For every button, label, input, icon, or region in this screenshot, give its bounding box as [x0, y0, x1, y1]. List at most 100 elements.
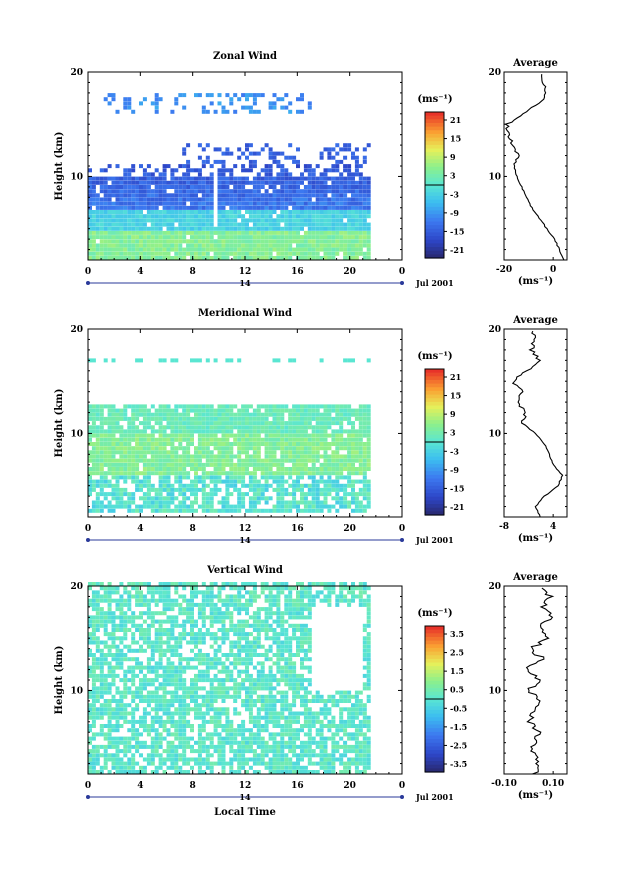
panel-2-cell	[343, 446, 347, 450]
panel-3-cell	[116, 741, 120, 745]
panel-3-cell	[123, 632, 127, 636]
panel-3-cell	[214, 611, 218, 615]
panel-2-cell	[170, 409, 174, 413]
panel-1-cell	[359, 248, 363, 252]
panel-3-cell	[163, 678, 167, 682]
panel-1-cell	[296, 160, 300, 164]
panel-1-cell	[198, 235, 202, 239]
panel-3-cell	[178, 728, 182, 732]
panel-3-cell	[214, 653, 218, 657]
panel-2-cell	[182, 475, 186, 479]
panel-2-cell	[139, 450, 143, 454]
panel-1-cell	[343, 239, 347, 243]
panel-1-cell	[155, 168, 159, 172]
panel-2-cell	[284, 429, 288, 433]
panel-3-cell	[198, 762, 202, 766]
panel-3-cell	[229, 720, 233, 724]
panel-1-cell	[210, 239, 214, 243]
panel-2-cell	[367, 446, 371, 450]
panel-1-cell	[253, 231, 257, 235]
panel-2-cell	[139, 484, 143, 488]
panel-1-cell	[202, 202, 206, 206]
panel-2-cell	[225, 492, 229, 496]
panel-1-cell	[108, 218, 112, 222]
panel-3-cell	[170, 682, 174, 686]
panel-3-cell	[237, 649, 241, 653]
panel-3-cell	[96, 590, 100, 594]
panel-3-cell	[147, 712, 151, 716]
panel-2-colorbar-step	[425, 508, 444, 512]
panel-2-cell	[237, 463, 241, 467]
panel-3-cell	[159, 611, 163, 615]
panel-3-cell	[167, 641, 171, 645]
panel-2-cell	[96, 492, 100, 496]
panel-3-cell	[170, 582, 174, 586]
panel-3-cell	[119, 666, 123, 670]
panel-1-colorbar-step	[425, 189, 444, 193]
panel-2-cell	[147, 409, 151, 413]
panel-3-cell	[104, 691, 108, 695]
panel-2-cell	[273, 480, 277, 484]
panel-1-cell	[276, 202, 280, 206]
panel-1-cell	[182, 223, 186, 227]
panel-3-cell	[135, 695, 139, 699]
panel-1-cell	[312, 231, 316, 235]
panel-3-cell	[178, 732, 182, 736]
panel-3-cell	[112, 766, 116, 770]
panel-3-cell	[151, 599, 155, 603]
panel-2-cell	[300, 492, 304, 496]
panel-3-cell	[88, 716, 92, 720]
panel-1-cell	[308, 252, 312, 256]
panel-3-cell	[225, 686, 229, 690]
panel-2-cell	[300, 484, 304, 488]
panel-2-cell	[131, 459, 135, 463]
panel-1-cell	[151, 248, 155, 252]
panel-3-cell	[174, 749, 178, 753]
panel-1-cell	[265, 177, 269, 181]
panel-2-cell	[296, 442, 300, 446]
panel-1-cell	[343, 198, 347, 202]
panel-1-cell	[273, 239, 277, 243]
panel-2-cell	[241, 463, 245, 467]
panel-1-cell	[304, 206, 308, 210]
panel-3-cell	[198, 732, 202, 736]
panel-1-cell	[276, 206, 280, 210]
panel-3-cell	[229, 745, 233, 749]
panel-3-cell	[143, 599, 147, 603]
panel-1-cell	[170, 248, 174, 252]
panel-3-cell	[131, 624, 135, 628]
panel-3-cell	[167, 691, 171, 695]
panel-3-cell	[182, 749, 186, 753]
panel-2-cell	[123, 417, 127, 421]
panel-2-cell	[237, 467, 241, 471]
panel-2-cell	[312, 459, 316, 463]
panel-2-cell	[88, 492, 92, 496]
panel-1-cell	[92, 248, 96, 252]
panel-1-cell	[367, 143, 371, 147]
panel-2-cell	[88, 459, 92, 463]
panel-1-xtick-label: 12	[239, 267, 252, 277]
panel-3-cell	[131, 728, 135, 732]
panel-1-cell	[170, 198, 174, 202]
panel-3-cell	[116, 615, 120, 619]
panel-1-cell	[174, 97, 178, 101]
panel-3-cell	[96, 624, 100, 628]
panel-1-cell	[253, 202, 257, 206]
panel-2-cell	[339, 409, 343, 413]
panel-2-cell	[112, 421, 116, 425]
panel-2-cell	[363, 421, 367, 425]
panel-1-cell	[163, 252, 167, 256]
panel-1-cell	[218, 189, 222, 193]
panel-2-cell	[198, 442, 202, 446]
panel-1-cell	[265, 210, 269, 214]
panel-2-cell	[367, 434, 371, 438]
panel-2-cell	[167, 459, 171, 463]
panel-2-cell	[151, 459, 155, 463]
panel-2-cell	[347, 358, 351, 362]
panel-1-xtick-label: 8	[190, 267, 196, 277]
panel-2-cell	[351, 446, 355, 450]
panel-2-cell	[343, 358, 347, 362]
panel-1-cell	[245, 202, 249, 206]
panel-2-cell	[355, 429, 359, 433]
panel-3-cell	[182, 582, 186, 586]
